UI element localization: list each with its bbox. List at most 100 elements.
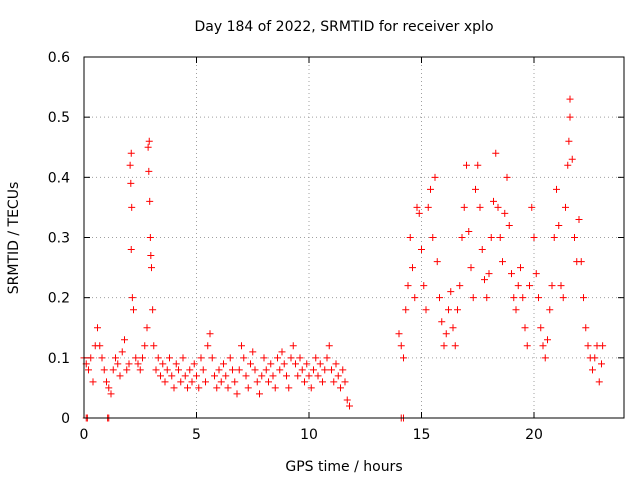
data-point [492,149,500,157]
data-point [503,173,511,181]
data-point [422,306,430,314]
data-point [429,234,437,241]
data-point [175,366,182,374]
data-point [330,378,338,386]
data-point [107,390,115,398]
y-tick-label: 0.2 [48,291,70,307]
data-point [278,348,286,356]
data-point [339,366,347,374]
data-point [467,264,475,272]
data-point [145,167,153,175]
data-point [589,366,596,374]
data-point [465,227,473,235]
data-point [310,366,317,374]
data-point [127,179,135,187]
x-axis-label: GPS time / hours [285,459,402,475]
data-point [274,354,281,362]
data-point [474,161,482,169]
x-tick-label: 20 [525,427,543,443]
data-point [118,348,126,356]
data-point [481,276,488,284]
data-point [233,390,241,398]
data-point [177,378,185,386]
data-point [139,354,146,362]
data-point [296,354,304,362]
data-point [514,282,522,290]
data-point [532,270,540,278]
data-point [184,384,191,392]
data-point [181,372,189,380]
data-point [112,354,119,362]
data-point [454,306,461,314]
data-point [535,294,542,302]
data-point [199,366,207,374]
data-point [121,336,128,344]
data-point [188,378,196,386]
data-point [321,366,329,374]
data-point [305,372,313,380]
data-point [301,378,308,386]
data-point [280,360,288,368]
data-point [85,366,92,374]
data-point [395,330,403,338]
data-point [332,360,340,368]
data-point [89,378,97,386]
data-point [559,294,567,302]
data-point [242,372,250,380]
data-point [211,372,218,380]
plot-frame [83,56,625,419]
data-point [397,342,405,350]
data-point [490,197,497,205]
data-point [96,342,104,350]
data-point [564,161,572,169]
data-point [134,360,142,368]
data-point [186,366,194,374]
data-point [451,342,459,350]
data-point [147,252,155,260]
data-point [411,294,419,302]
data-point [436,294,443,302]
data-point [161,378,169,386]
data-point [413,203,421,211]
data-point [116,372,124,380]
data-point [179,354,187,362]
x-tick-label: 0 [80,427,89,443]
data-point [154,354,162,362]
data-point [226,354,234,362]
y-tick-label: 0.1 [48,351,70,367]
data-point [166,354,173,362]
data-point [400,354,407,362]
y-tick-labels: 0 0.1 0.2 0.3 0.4 0.5 0.6 [48,50,70,427]
data-point [571,234,578,241]
data-point [204,342,212,350]
x-tick-label: 5 [192,427,201,443]
data-point [235,366,243,374]
data-point [265,378,272,386]
y-tick-label: 0 [61,411,70,427]
data-point [472,185,479,193]
data-point [87,354,95,362]
data-point [580,294,587,302]
data-point [224,384,232,392]
data-point [582,324,590,332]
data-point [220,360,227,368]
y-axis-label: SRMTID / TECUs [6,182,22,295]
data-point [427,185,434,193]
data-point [114,360,122,368]
data-point [197,354,205,362]
data-point [222,372,230,380]
data-point [168,372,176,380]
data-point [449,324,457,332]
data-point [202,378,209,386]
data-point [247,360,254,368]
data-point [260,354,268,362]
data-point [505,221,513,229]
data-point [566,113,574,121]
data-point [328,366,335,374]
data-point [145,137,153,145]
data-point [557,282,565,290]
data-point [316,360,324,368]
data-point [519,294,527,302]
data-point [499,258,506,266]
